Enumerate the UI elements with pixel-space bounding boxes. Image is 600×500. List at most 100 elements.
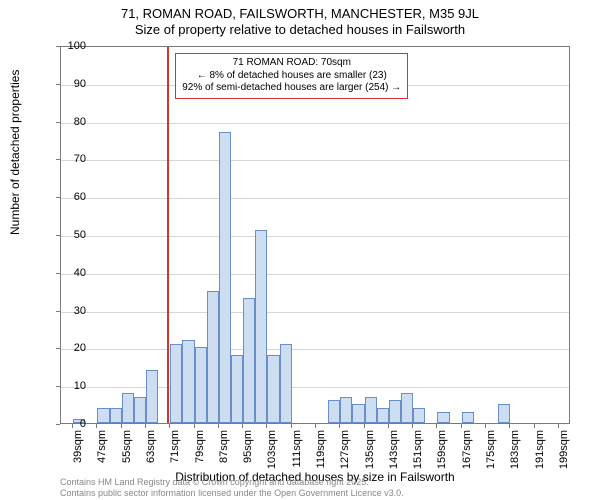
gridline xyxy=(61,160,569,161)
x-tick-mark xyxy=(218,424,219,428)
x-tick-label: 183sqm xyxy=(509,430,521,470)
y-tick-label: 40 xyxy=(56,267,86,279)
x-tick-label: 55sqm xyxy=(121,430,133,470)
histogram-bar xyxy=(207,291,219,423)
x-tick-label: 143sqm xyxy=(388,430,400,470)
histogram-bar xyxy=(462,412,474,423)
y-tick-mark xyxy=(56,386,60,387)
x-tick-mark xyxy=(266,424,267,428)
y-axis-label: Number of detached properties xyxy=(8,70,22,235)
y-tick-mark xyxy=(56,197,60,198)
histogram-bar xyxy=(437,412,449,423)
histogram-bar xyxy=(401,393,413,423)
y-tick-mark xyxy=(56,122,60,123)
histogram-bar xyxy=(195,347,207,423)
y-tick-mark xyxy=(56,84,60,85)
title-line-2: Size of property relative to detached ho… xyxy=(0,22,600,38)
x-tick-mark xyxy=(388,424,389,428)
footer-line-1: Contains HM Land Registry data © Crown c… xyxy=(60,477,404,487)
gridline xyxy=(61,349,569,350)
histogram-bar xyxy=(328,400,340,423)
y-tick-label: 0 xyxy=(56,418,86,430)
x-tick-mark xyxy=(291,424,292,428)
gridline xyxy=(61,123,569,124)
x-tick-label: 95sqm xyxy=(242,430,254,470)
x-tick-mark xyxy=(145,424,146,428)
histogram-bar xyxy=(413,408,425,423)
callout-line-2: ← 8% of detached houses are smaller (23) xyxy=(182,70,401,83)
y-tick-label: 80 xyxy=(56,116,86,128)
histogram-bar xyxy=(170,344,182,423)
y-tick-label: 70 xyxy=(56,153,86,165)
footer-line-2: Contains public sector information licen… xyxy=(60,488,404,498)
y-tick-label: 100 xyxy=(56,40,86,52)
y-tick-mark xyxy=(56,424,60,425)
y-tick-label: 10 xyxy=(56,380,86,392)
x-tick-label: 79sqm xyxy=(194,430,206,470)
x-tick-label: 111sqm xyxy=(291,430,303,470)
x-tick-mark xyxy=(534,424,535,428)
x-tick-mark xyxy=(558,424,559,428)
y-tick-label: 50 xyxy=(56,229,86,241)
histogram-bar xyxy=(110,408,122,423)
histogram-bar xyxy=(146,370,158,423)
histogram-bar xyxy=(498,404,510,423)
histogram-bar xyxy=(389,400,401,423)
x-tick-mark xyxy=(72,424,73,428)
y-tick-mark xyxy=(56,273,60,274)
x-tick-label: 119sqm xyxy=(315,430,327,470)
histogram-bar xyxy=(97,408,109,423)
histogram-bar xyxy=(340,397,352,423)
x-tick-mark xyxy=(461,424,462,428)
histogram-bar xyxy=(182,340,194,423)
x-tick-label: 39sqm xyxy=(72,430,84,470)
x-tick-mark xyxy=(121,424,122,428)
x-tick-label: 175sqm xyxy=(485,430,497,470)
y-tick-label: 30 xyxy=(56,305,86,317)
x-tick-label: 63sqm xyxy=(145,430,157,470)
histogram-bar xyxy=(280,344,292,423)
x-tick-label: 151sqm xyxy=(412,430,424,470)
x-tick-label: 71sqm xyxy=(169,430,181,470)
x-tick-label: 127sqm xyxy=(339,430,351,470)
gridline xyxy=(61,198,569,199)
x-tick-label: 199sqm xyxy=(558,430,570,470)
x-tick-label: 135sqm xyxy=(364,430,376,470)
histogram-bar xyxy=(231,355,243,423)
y-tick-mark xyxy=(56,46,60,47)
x-tick-label: 167sqm xyxy=(461,430,473,470)
y-tick-mark xyxy=(56,311,60,312)
x-tick-mark xyxy=(436,424,437,428)
x-tick-mark xyxy=(242,424,243,428)
y-tick-mark xyxy=(56,348,60,349)
callout-line-3: 92% of semi-detached houses are larger (… xyxy=(182,82,401,95)
x-tick-mark xyxy=(96,424,97,428)
x-tick-mark xyxy=(194,424,195,428)
callout-line-1: 71 ROMAN ROAD: 70sqm xyxy=(182,57,401,70)
x-tick-mark xyxy=(315,424,316,428)
gridline xyxy=(61,387,569,388)
plot-area: 71 ROMAN ROAD: 70sqm← 8% of detached hou… xyxy=(60,46,570,424)
x-tick-label: 87sqm xyxy=(218,430,230,470)
gridline xyxy=(61,312,569,313)
histogram-bar xyxy=(352,404,364,423)
gridline xyxy=(61,236,569,237)
histogram-bar xyxy=(122,393,134,423)
y-tick-mark xyxy=(56,235,60,236)
x-tick-label: 191sqm xyxy=(534,430,546,470)
histogram-bar xyxy=(243,298,255,423)
histogram-bar xyxy=(255,230,267,423)
histogram-bar xyxy=(365,397,377,423)
y-tick-label: 20 xyxy=(56,342,86,354)
y-tick-label: 90 xyxy=(56,78,86,90)
x-tick-mark xyxy=(339,424,340,428)
histogram-bar xyxy=(377,408,389,423)
histogram-bar xyxy=(219,132,231,423)
x-tick-label: 159sqm xyxy=(436,430,448,470)
x-tick-mark xyxy=(509,424,510,428)
x-tick-mark xyxy=(485,424,486,428)
histogram-bar xyxy=(267,355,279,423)
x-tick-mark xyxy=(364,424,365,428)
y-tick-mark xyxy=(56,159,60,160)
y-tick-label: 60 xyxy=(56,191,86,203)
